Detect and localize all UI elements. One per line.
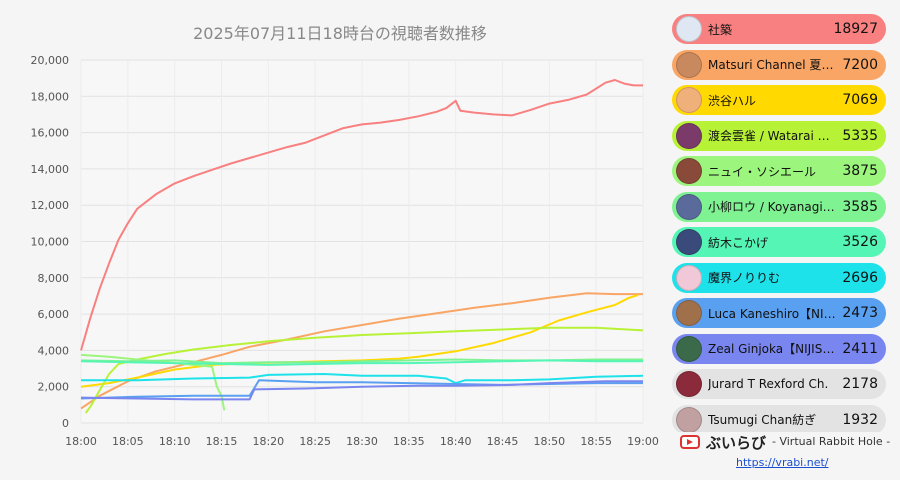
x-tick-label: 18:25 bbox=[299, 435, 331, 448]
y-tick-label: 16,000 bbox=[31, 127, 70, 140]
ranking-row: 紡木こかげ 3526 bbox=[672, 227, 886, 257]
ranking-row: ニュイ・ソシエール 3875 bbox=[672, 156, 886, 186]
avatar bbox=[676, 229, 702, 255]
series-line-1 bbox=[80, 79, 643, 351]
viewer-count: 7069 bbox=[842, 92, 878, 108]
series-line-3 bbox=[80, 294, 639, 388]
channel-name: Zeal Ginjoka【NIJISANJI EN】 bbox=[708, 342, 837, 356]
x-tick-label: 18:15 bbox=[206, 435, 238, 448]
x-tick-label: 18:50 bbox=[533, 435, 565, 448]
axis-layer: 0 2,000 4,000 6,000 8,000 10,000 12,000 14,000 1… bbox=[31, 54, 659, 448]
viewer-count: 3875 bbox=[842, 163, 878, 179]
avatar bbox=[676, 371, 702, 397]
avatar bbox=[676, 87, 702, 113]
ranking-row: 渡会雲雀 / Watarai Hibari 5335 bbox=[672, 120, 886, 151]
footer-link[interactable]: https://vrabi.net/ bbox=[736, 456, 829, 469]
x-tick-label: 18:00 bbox=[65, 435, 97, 448]
channel-name: 渋谷ハル bbox=[708, 93, 757, 108]
ranking-row: 渋谷ハル 7069 bbox=[672, 85, 886, 115]
series-line-5 bbox=[80, 353, 226, 411]
x-tick-label: 18:20 bbox=[252, 435, 284, 448]
x-tick-label: 18:35 bbox=[393, 435, 425, 448]
ranking-row: Luca Kaneshiro【NIJISANJI EN】 2473 bbox=[672, 298, 886, 328]
series-line-10 bbox=[80, 380, 643, 401]
ranking-row: 小柳ロウ / Koyanagi Rou 3585 bbox=[672, 191, 886, 222]
ranking-row: 魔界ノりりむ 2696 bbox=[672, 262, 886, 293]
channel-name: ニュイ・ソシエール bbox=[708, 164, 817, 179]
y-tick-label: 2,000 bbox=[38, 381, 70, 394]
viewer-count: 2696 bbox=[842, 269, 878, 286]
footer-brand: ぶいらび bbox=[706, 434, 767, 452]
chart-title: 2025年07月11日18時台の視聴者数推移 bbox=[193, 24, 487, 43]
ranking-row: Matsuri Channel 夏色まつり 7200 bbox=[672, 49, 886, 80]
avatar bbox=[676, 122, 702, 149]
ranking-row: Tsumugi Chan紡ぎ 1932 bbox=[672, 404, 886, 432]
viewer-count: 18927 bbox=[833, 21, 878, 37]
avatar bbox=[676, 193, 702, 220]
channel-name: 社築 bbox=[708, 22, 733, 37]
y-tick-label: 18,000 bbox=[31, 90, 70, 103]
x-tick-label: 19:00 bbox=[627, 435, 659, 448]
avatar bbox=[676, 300, 702, 326]
series-line-7 bbox=[80, 359, 643, 366]
viewer-count: 7200 bbox=[842, 56, 878, 73]
y-tick-label: 12,000 bbox=[31, 199, 70, 212]
channel-name: Luca Kaneshiro【NIJISANJI EN】 bbox=[708, 306, 836, 321]
channel-name: Tsumugi Chan紡ぎ bbox=[708, 413, 817, 427]
ranking-row: Zeal Ginjoka【NIJISANJI EN】 2411 bbox=[672, 333, 886, 364]
y-tick-label: 0 bbox=[62, 417, 69, 430]
series-line-2 bbox=[80, 292, 643, 410]
viewer-count: 3585 bbox=[842, 198, 878, 215]
footer-subtitle: - Virtual Rabbit Hole - bbox=[772, 435, 891, 448]
viewer-count: 2473 bbox=[842, 305, 878, 321]
channel-name: 魔界ノりりむ bbox=[708, 271, 781, 285]
y-tick-label: 6,000 bbox=[38, 308, 70, 321]
x-tick-label: 18:45 bbox=[487, 435, 519, 448]
avatar bbox=[676, 406, 702, 432]
series-layer bbox=[80, 79, 644, 414]
avatar bbox=[676, 264, 702, 291]
channel-name: 紡木こかげ bbox=[708, 235, 769, 250]
x-tick-label: 18:10 bbox=[159, 435, 191, 448]
channel-name: Matsuri Channel 夏色まつり bbox=[708, 58, 836, 72]
y-tick-label: 4,000 bbox=[38, 344, 70, 357]
youtube-play-icon bbox=[680, 435, 700, 449]
ranking-row: 社築 18927 bbox=[672, 14, 886, 44]
viewer-count: 2178 bbox=[842, 376, 878, 392]
avatar bbox=[676, 16, 702, 42]
x-tick-label: 18:40 bbox=[440, 435, 472, 448]
series-line-8 bbox=[81, 373, 644, 385]
avatar bbox=[676, 51, 702, 78]
viewer-count: 1932 bbox=[842, 411, 878, 428]
y-tick-label: 14,000 bbox=[31, 163, 70, 176]
channel-name: Jurard T Rexford Ch. bbox=[708, 377, 829, 391]
x-tick-label: 18:55 bbox=[580, 435, 612, 448]
viewer-count: 2411 bbox=[842, 340, 878, 357]
avatar bbox=[676, 158, 702, 184]
footer: ぶいらび - Virtual Rabbit Hole - https://vra… bbox=[676, 432, 896, 476]
viewer-count: 3526 bbox=[842, 234, 878, 250]
avatar bbox=[676, 335, 702, 362]
channel-name: 小柳ロウ / Koyanagi Rou bbox=[708, 200, 837, 214]
series-line-4 bbox=[84, 326, 644, 414]
channel-name: 渡会雲雀 / Watarai Hibari bbox=[708, 129, 837, 143]
ranking-row: Jurard T Rexford Ch. 2178 bbox=[672, 369, 886, 399]
viewer-count: 5335 bbox=[842, 127, 878, 144]
x-tick-label: 18:05 bbox=[112, 435, 144, 448]
y-tick-label: 20,000 bbox=[31, 54, 70, 67]
y-tick-label: 10,000 bbox=[31, 236, 70, 249]
ranking-list: 社築 18927 Matsuri Channel 夏色まつり 7200 渋谷ハル 7069… bbox=[672, 14, 886, 432]
viewer-chart: 2025年07月11日18時台の視聴者数推移 0 2,000 4,000 6,000 8… bbox=[31, 24, 659, 448]
y-tick-label: 8,000 bbox=[38, 272, 70, 285]
x-tick-label: 18:30 bbox=[346, 435, 378, 448]
